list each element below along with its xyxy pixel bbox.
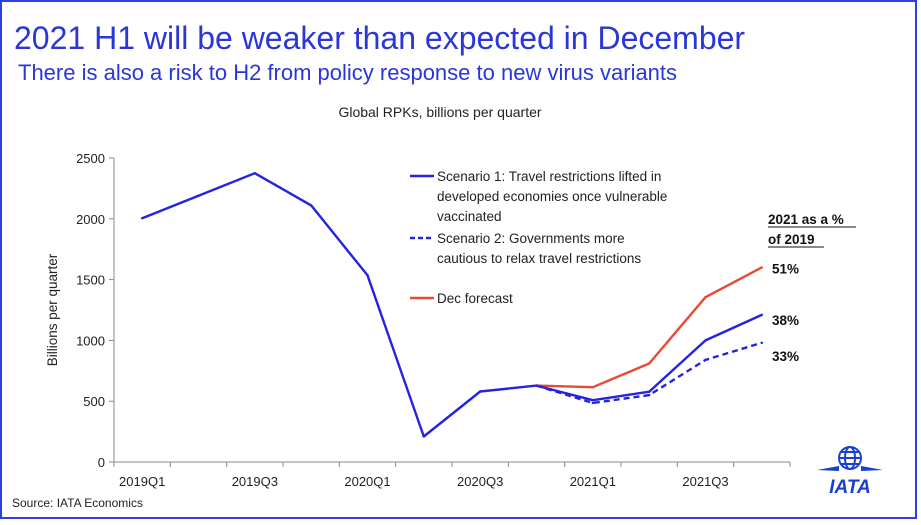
y-tick-label: 2000 <box>76 212 105 227</box>
y-tick-label: 500 <box>83 394 105 409</box>
data-point <box>422 435 426 438</box>
data-point <box>197 194 200 197</box>
data-point <box>647 390 651 393</box>
legend-label: cautious to relax travel restrictions <box>437 251 641 266</box>
end-label-1: 38% <box>772 313 799 328</box>
data-point <box>704 358 707 362</box>
x-tick-label: 2021Q1 <box>570 474 616 489</box>
annotation-header: 2021 as a % <box>768 212 844 227</box>
y-tick-label: 1000 <box>76 333 105 348</box>
data-point <box>760 313 764 317</box>
data-point <box>535 384 538 387</box>
data-point <box>704 296 707 299</box>
chart-series <box>140 172 764 438</box>
end-label-2: 33% <box>772 349 799 364</box>
legend-label: Scenario 2: Governments more <box>437 231 625 246</box>
y-tick-label: 1500 <box>76 273 105 288</box>
globe-icon <box>838 446 862 470</box>
slide-subtitle: There is also a risk to H2 from policy r… <box>18 60 678 85</box>
legend-label: developed economies once vulnerable <box>437 189 667 204</box>
chart-title: Global RPKs, billions per quarter <box>338 104 542 120</box>
annotation-header: of 2019 <box>768 232 815 247</box>
data-point <box>366 274 369 277</box>
data-point <box>760 341 764 345</box>
data-point <box>647 362 651 365</box>
data-point <box>253 172 257 175</box>
data-point <box>478 390 482 393</box>
chart-axes: 0 500 1000 1500 2000 2500 2019Q1 2019Q3 2020Q1 20… <box>45 151 791 489</box>
y-tick-label: 2500 <box>76 151 105 166</box>
data-point <box>591 401 595 405</box>
data-point <box>591 386 595 389</box>
iata-logo: IATA <box>817 446 883 496</box>
data-point <box>647 393 651 397</box>
source-note: Source: IATA Economics <box>12 496 143 510</box>
data-point <box>760 266 764 269</box>
end-label-3: 51% <box>772 261 799 276</box>
slide-title: 2021 H1 will be weaker than expected in … <box>14 20 746 56</box>
chart-legend: Scenario 1: Travel restrictions lifted i… <box>410 169 667 306</box>
y-tick-label: 0 <box>98 455 105 470</box>
wing-icon <box>817 466 883 471</box>
legend-label: Dec forecast <box>437 291 513 306</box>
x-tick-label: 2021Q3 <box>682 474 728 489</box>
logo-wordmark: IATA <box>829 477 871 496</box>
x-tick-label: 2019Q3 <box>232 474 278 489</box>
series-line-1 <box>141 172 763 438</box>
data-point <box>309 204 313 207</box>
series-line-3 <box>536 266 763 389</box>
chart-annotations: 2021 as a % of 2019 38% 33% 51% <box>768 212 856 364</box>
data-point <box>704 339 707 342</box>
data-point <box>140 216 144 220</box>
x-tick-label: 2019Q1 <box>119 474 165 489</box>
x-tick-label: 2020Q3 <box>457 474 503 489</box>
legend-label: Scenario 1: Travel restrictions lifted i… <box>437 169 661 184</box>
data-point <box>591 399 595 402</box>
y-axis-label: Billions per quarter <box>45 253 60 366</box>
legend-label: vaccinated <box>437 209 502 224</box>
x-tick-label: 2020Q1 <box>344 474 390 489</box>
